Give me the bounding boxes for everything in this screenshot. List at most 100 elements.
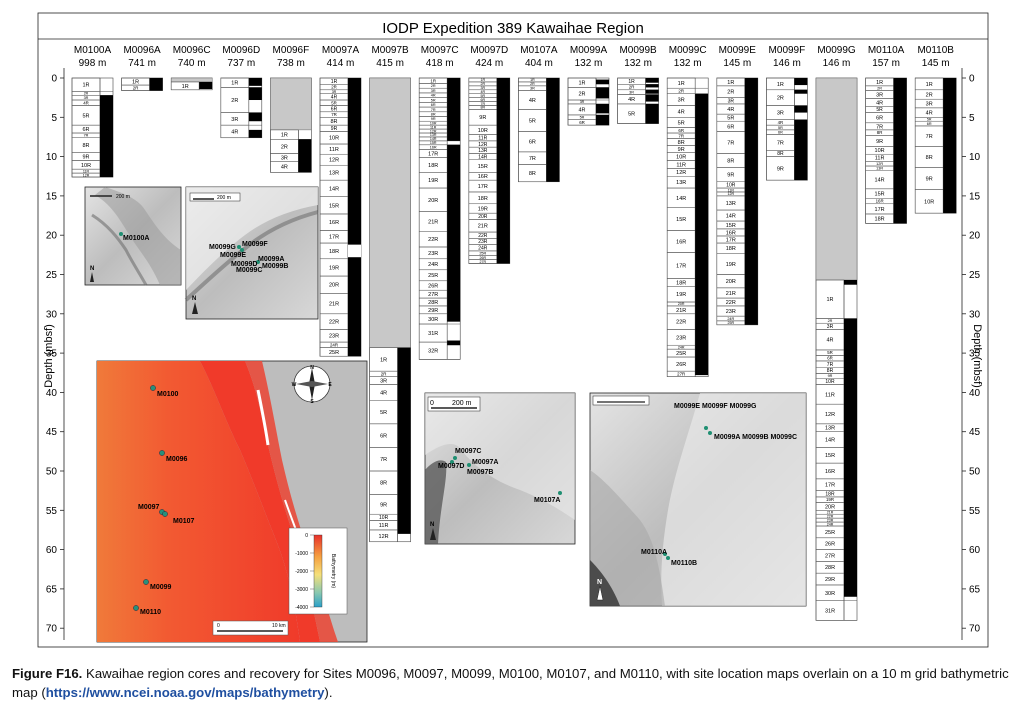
core-label: 30R	[428, 317, 438, 323]
core-label: 18R	[825, 492, 835, 498]
core-label: 2R	[231, 98, 238, 104]
core-label: 6R	[529, 140, 536, 146]
core-label: 1R	[132, 79, 139, 85]
core-label: 18R	[726, 246, 736, 252]
y-tick-label: 60	[969, 545, 981, 556]
core-label: 4R	[826, 338, 833, 344]
core-label: 6R	[579, 120, 585, 125]
svg-text:200 m: 200 m	[217, 195, 231, 201]
core-label: 23R	[428, 251, 438, 257]
core-label: 19R	[478, 206, 488, 212]
site-label: M0096	[166, 456, 188, 463]
inset-map-m0110: M0099E M0099F M0099G M0099A M0099B M0099…	[589, 392, 807, 607]
recovery-interval	[397, 347, 411, 534]
core-label: 10R	[924, 199, 934, 205]
core-label: 26R	[428, 283, 438, 289]
core-label: 23R	[329, 334, 339, 340]
water-depth: 132 m	[674, 58, 702, 69]
recovery-interval	[844, 318, 857, 597]
core-label: 9R	[82, 155, 89, 161]
core-label: 17R	[329, 235, 339, 241]
core-label: 12R	[728, 192, 735, 196]
core-label: 7R	[380, 457, 387, 463]
core-label: 8R	[480, 106, 485, 110]
core-label: 1R	[480, 78, 485, 82]
core-label: 12R	[876, 162, 883, 166]
recovery-interval	[794, 78, 808, 86]
core-label: 5R	[778, 126, 783, 130]
core-label: 2R	[530, 82, 535, 86]
core-label: 2R	[331, 85, 337, 90]
core-label: 12R	[379, 534, 389, 540]
core-label: 24R	[678, 345, 685, 349]
core-label: 22R	[428, 237, 438, 243]
y-tick-label: 5	[969, 113, 975, 124]
core-label: 27R	[428, 292, 438, 298]
recovery-interval	[496, 78, 510, 264]
core-label: 18R	[875, 217, 885, 223]
svg-text:M0099D: M0099D	[231, 261, 257, 268]
core-label: 15R	[478, 164, 488, 170]
figure-caption: Figure F16. Kawaihae region cores and re…	[12, 664, 1012, 702]
figure-frame	[37, 12, 989, 648]
core-label: 14R	[430, 137, 437, 141]
core-label: 15R	[825, 453, 835, 459]
core-label: 5R	[727, 116, 734, 122]
core-label: 22R	[726, 300, 736, 306]
core-label: 9R	[926, 177, 933, 183]
core-label: 11R	[478, 135, 487, 141]
core-label: 7R	[331, 112, 337, 117]
core-label: 13R	[825, 426, 835, 432]
core-label: 3R	[480, 86, 485, 90]
site-marker	[150, 385, 156, 391]
core-label: 17R	[428, 151, 438, 157]
svg-text:M0099B: M0099B	[262, 263, 288, 270]
recovery-interval	[645, 89, 659, 94]
core-label: 7R	[480, 102, 485, 106]
recovery-interval	[596, 87, 609, 99]
core-label: 6R	[678, 128, 684, 133]
core-label: 22R	[329, 320, 339, 326]
caption-link[interactable]: https://www.ncei.noaa.gov/maps/bathymetr…	[45, 685, 325, 700]
core-label: 3R	[678, 98, 685, 104]
recovery-interval	[199, 81, 213, 90]
core-label: 7R	[827, 362, 834, 368]
core-label: 13R	[676, 180, 686, 186]
core-label: 15R	[676, 217, 686, 223]
recovery-interval	[298, 139, 312, 173]
y-tick-label: 60	[46, 545, 58, 556]
core-label: 7R	[727, 140, 734, 146]
svg-text:Bathymetry (m): Bathymetry (m)	[330, 554, 336, 589]
core-label: 11R	[430, 125, 437, 129]
hole-name: M0099A	[570, 45, 608, 56]
recovery-interval	[596, 103, 609, 114]
water-depth: 415 m	[376, 58, 404, 69]
core-label: 10R	[430, 121, 437, 125]
core-label: 21R	[478, 224, 488, 230]
hole-name: M0110B	[917, 45, 954, 56]
core-label: 16R	[726, 230, 736, 236]
core-label: 23R	[726, 309, 736, 315]
core-label: 17R	[676, 263, 686, 269]
core-label: 6R	[331, 106, 338, 112]
hole-name: M0100A	[74, 45, 112, 56]
core-label: 3R	[876, 92, 883, 98]
core-label: 10R	[676, 155, 686, 161]
core-label: 13R	[329, 171, 339, 177]
site-marker	[133, 605, 139, 611]
core-label: 31R	[825, 608, 835, 614]
y-tick-label: 55	[46, 506, 58, 517]
site-marker	[143, 579, 149, 585]
hole-name: M0096C	[173, 45, 211, 56]
core-label: 26R	[480, 256, 487, 260]
core-label: 25R	[825, 530, 835, 536]
core-label: 12R	[825, 412, 835, 418]
water-depth: 740 m	[178, 58, 206, 69]
core-label: 32R	[428, 349, 438, 355]
core-label: 1R	[727, 80, 734, 86]
y-tick-label: 35	[969, 349, 981, 360]
y-tick-label: 65	[46, 584, 58, 595]
core-label: 29R	[428, 308, 438, 314]
main-scale-bar: 0 10 km	[212, 620, 289, 636]
